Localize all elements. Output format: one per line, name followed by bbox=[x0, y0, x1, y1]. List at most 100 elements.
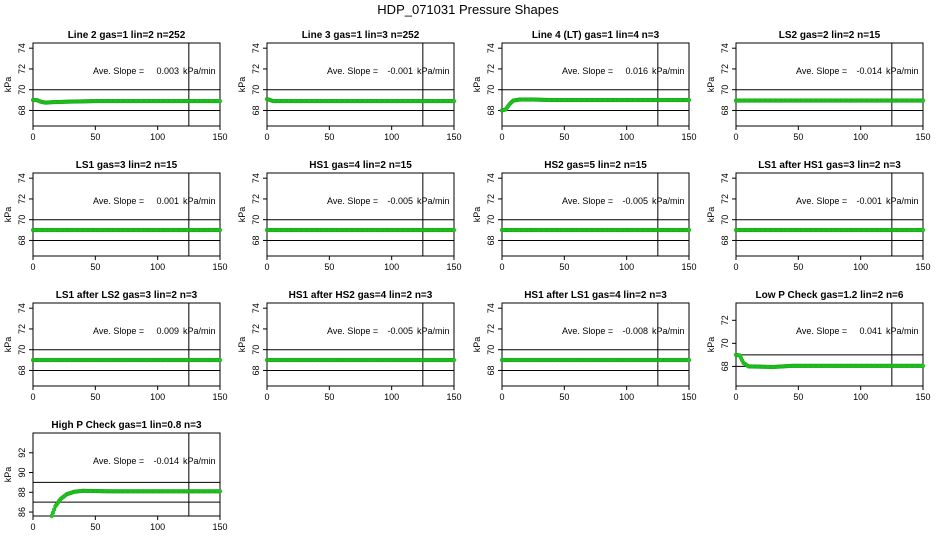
x-tick-label: 100 bbox=[384, 392, 399, 402]
y-tick-label: 70 bbox=[251, 215, 261, 225]
y-tick-label: 68 bbox=[486, 235, 496, 245]
x-tick-label: 0 bbox=[733, 262, 738, 272]
slope-value: -0.014 bbox=[856, 66, 882, 76]
y-axis-label: kPa bbox=[472, 337, 482, 353]
y-tick-label: 72 bbox=[486, 64, 496, 74]
y-tick-label: 70 bbox=[486, 345, 496, 355]
slope-label: Ave. Slope = bbox=[562, 196, 613, 206]
y-tick-label: 88 bbox=[17, 487, 27, 497]
data-point bbox=[217, 489, 223, 494]
x-tick-label: 150 bbox=[212, 522, 227, 532]
data-points bbox=[264, 357, 457, 363]
data-points bbox=[264, 96, 457, 104]
slope-label: Ave. Slope = bbox=[562, 66, 613, 76]
x-tick-label: 0 bbox=[264, 392, 269, 402]
y-tick-label: 70 bbox=[720, 338, 730, 348]
chart-panel-8: LS1 after HS1 gas=3 lin=2 n=3 0 50 100 150 68… bbox=[706, 160, 931, 272]
y-tick-label: 68 bbox=[486, 365, 496, 375]
y-tick-label: 74 bbox=[486, 173, 496, 183]
plot-frame bbox=[735, 302, 924, 387]
chart-title: Low P Check gas=1.2 lin=2 n=6 bbox=[756, 290, 904, 301]
x-tick-label: 100 bbox=[384, 262, 399, 272]
chart-title: LS2 gas=2 lin=2 n=15 bbox=[779, 30, 881, 41]
slope-unit: kPa/min bbox=[417, 196, 450, 206]
y-tick-label: 70 bbox=[17, 85, 27, 95]
x-tick-label: 100 bbox=[150, 262, 165, 272]
y-tick-label: 68 bbox=[17, 105, 27, 115]
plot-frame bbox=[735, 172, 924, 257]
plot-frame bbox=[501, 172, 690, 257]
y-tick-label: 68 bbox=[720, 235, 730, 245]
data-points bbox=[733, 352, 926, 370]
x-tick-label: 0 bbox=[30, 262, 35, 272]
chart-title: HS1 after HS2 gas=4 lin=2 n=3 bbox=[289, 290, 433, 301]
chart-panel-4: LS2 gas=2 lin=2 n=15 0 50 100 150 68 70 72 74 kPa… bbox=[706, 30, 931, 142]
data-points bbox=[499, 227, 692, 233]
chart-panel-11: HS1 after LS1 gas=4 lin=2 n=3 0 50 100 150 68… bbox=[472, 290, 697, 402]
y-tick-label: 68 bbox=[251, 105, 261, 115]
slope-value: 0.001 bbox=[156, 196, 179, 206]
y-tick-label: 74 bbox=[17, 303, 27, 313]
x-tick-label: 150 bbox=[212, 262, 227, 272]
data-points bbox=[733, 98, 926, 103]
x-tick-label: 100 bbox=[619, 392, 634, 402]
chart-title: Line 4 (LT) gas=1 lin=4 n=3 bbox=[532, 30, 660, 41]
x-tick-label: 50 bbox=[559, 392, 569, 402]
slope-value: 0.003 bbox=[156, 66, 179, 76]
data-points bbox=[733, 227, 926, 233]
data-point bbox=[451, 227, 457, 233]
slope-value: -0.005 bbox=[387, 196, 413, 206]
x-tick-label: 150 bbox=[915, 392, 930, 402]
y-tick-label: 68 bbox=[17, 235, 27, 245]
y-tick-label: 72 bbox=[251, 194, 261, 204]
data-point bbox=[451, 357, 457, 363]
y-tick-label: 74 bbox=[251, 43, 261, 53]
y-tick-label: 72 bbox=[486, 194, 496, 204]
chart-title: HS1 gas=4 lin=2 n=15 bbox=[309, 160, 412, 171]
data-points bbox=[499, 97, 692, 113]
x-tick-label: 100 bbox=[150, 392, 165, 402]
x-tick-label: 100 bbox=[619, 262, 634, 272]
chart-panel-13: High P Check gas=1 lin=0.8 n=3 0 50 100 150 8… bbox=[3, 420, 228, 532]
plot-frame bbox=[501, 42, 690, 127]
data-points bbox=[49, 488, 223, 519]
data-points bbox=[30, 227, 223, 233]
y-tick-label: 92 bbox=[17, 448, 27, 458]
x-tick-label: 50 bbox=[90, 132, 100, 142]
data-point bbox=[686, 227, 692, 233]
chart-title: HS2 gas=5 lin=2 n=15 bbox=[544, 160, 647, 171]
slope-value: -0.005 bbox=[387, 326, 413, 336]
chart-title: LS1 after LS2 gas=3 lin=2 n=3 bbox=[56, 290, 198, 301]
y-tick-label: 74 bbox=[486, 43, 496, 53]
y-tick-label: 72 bbox=[251, 64, 261, 74]
slope-value: 0.041 bbox=[859, 326, 882, 336]
slope-label: Ave. Slope = bbox=[562, 326, 613, 336]
x-tick-label: 50 bbox=[90, 262, 100, 272]
slope-label: Ave. Slope = bbox=[327, 326, 378, 336]
slope-unit: kPa/min bbox=[417, 66, 450, 76]
y-axis-label: kPa bbox=[706, 77, 716, 93]
plot-frame bbox=[266, 172, 455, 257]
slope-value: 0.016 bbox=[625, 66, 648, 76]
x-tick-label: 0 bbox=[30, 132, 35, 142]
slope-unit: kPa/min bbox=[183, 196, 216, 206]
slope-label: Ave. Slope = bbox=[327, 66, 378, 76]
x-tick-label: 150 bbox=[212, 132, 227, 142]
x-tick-label: 50 bbox=[324, 262, 334, 272]
chart-title: HS1 after LS1 gas=4 lin=2 n=3 bbox=[524, 290, 667, 301]
y-tick-label: 70 bbox=[251, 345, 261, 355]
x-tick-label: 50 bbox=[793, 132, 803, 142]
slope-label: Ave. Slope = bbox=[93, 326, 144, 336]
x-tick-label: 100 bbox=[853, 132, 868, 142]
y-tick-label: 70 bbox=[486, 215, 496, 225]
slope-unit: kPa/min bbox=[183, 326, 216, 336]
data-point bbox=[920, 98, 926, 103]
y-tick-label: 68 bbox=[720, 361, 730, 371]
y-tick-label: 74 bbox=[251, 303, 261, 313]
x-tick-label: 50 bbox=[90, 522, 100, 532]
chart-panel-9: LS1 after LS2 gas=3 lin=2 n=3 0 50 100 150 68… bbox=[3, 290, 228, 402]
x-tick-label: 150 bbox=[915, 132, 930, 142]
slope-value: -0.001 bbox=[856, 196, 882, 206]
y-tick-label: 72 bbox=[720, 194, 730, 204]
